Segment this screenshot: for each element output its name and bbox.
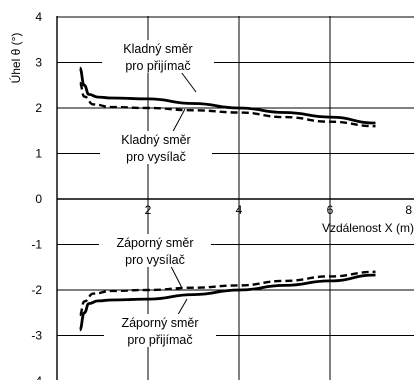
annotation-text-line: Kladný směr xyxy=(121,133,190,147)
x-tick-label: 6 xyxy=(327,203,334,217)
tick-labels: 4 3 2 1 0 -1 -2 -3 -4 2 4 6 8 xyxy=(31,10,412,380)
annotations: Kladný směr pro přijímač Kladný směr pro vy… xyxy=(99,40,216,347)
annotation-text-line: Kladný směr xyxy=(123,42,192,56)
x-tick-label: 4 xyxy=(236,203,243,217)
y-tick-label: -4 xyxy=(31,374,42,380)
x-tick-label: 2 xyxy=(145,203,152,217)
annotation-text-line: pro přijímač xyxy=(125,59,190,73)
y-tick-label: 3 xyxy=(35,56,42,70)
y-tick-label: 0 xyxy=(35,192,42,206)
series-line-tx-negative xyxy=(78,270,376,317)
series-line-rx-negative xyxy=(78,273,376,332)
series-layer xyxy=(78,66,376,332)
annotation-background xyxy=(102,40,214,73)
y-axis-title: Úhel θ (°) xyxy=(8,33,23,84)
x-tick-label: 8 xyxy=(405,203,412,217)
y-tick-label: -1 xyxy=(31,238,42,252)
y-tick-label: 2 xyxy=(35,101,42,115)
annotation-tx-negative: Záporný směr pro vysílač xyxy=(99,234,211,289)
y-tick-label: 4 xyxy=(35,10,42,24)
annotation-background xyxy=(100,131,212,164)
annotation-rx-positive: Kladný směr pro přijímač xyxy=(102,40,214,93)
annotation-text-line: pro přijímač xyxy=(127,333,192,347)
y-tick-label: 1 xyxy=(35,147,42,161)
annotation-tx-positive: Kladný směr pro vysílač xyxy=(100,108,212,164)
annotation-rx-negative: Záporný směr pro přijímač xyxy=(104,298,216,347)
annotation-text-line: pro vysílač xyxy=(126,150,186,164)
series-line-tx-positive xyxy=(78,81,376,128)
x-axis-title: Vzdálenost X (m) xyxy=(322,221,414,235)
annotation-text-line: pro vysílač xyxy=(125,253,185,267)
y-tick-label: -2 xyxy=(31,283,42,297)
annotation-background xyxy=(104,314,216,347)
series-line-rx-positive xyxy=(78,66,376,125)
annotation-text-line: Záporný směr xyxy=(116,236,193,250)
y-tick-label: -3 xyxy=(31,329,42,343)
annotation-text-line: Záporný směr xyxy=(121,316,198,330)
axis-layer xyxy=(56,16,414,380)
annotation-background xyxy=(99,234,211,267)
